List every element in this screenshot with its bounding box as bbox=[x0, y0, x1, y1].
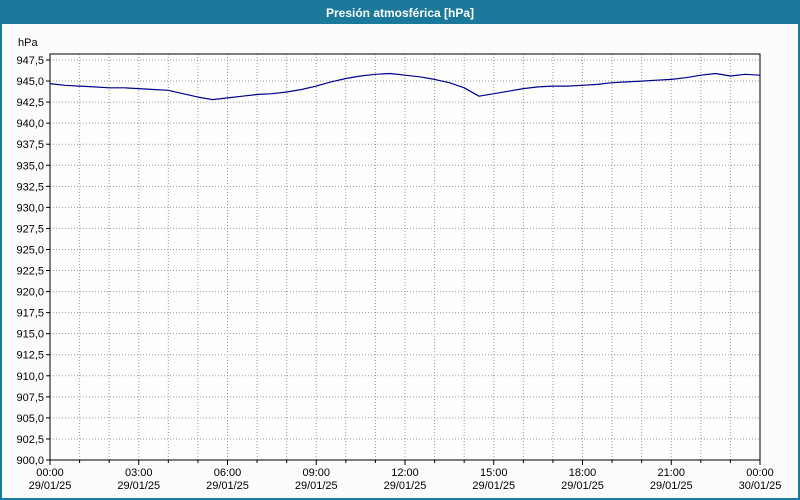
svg-text:932,5: 932,5 bbox=[16, 181, 44, 193]
svg-text:00:00: 00:00 bbox=[36, 467, 64, 479]
svg-text:935,0: 935,0 bbox=[16, 160, 44, 172]
svg-text:922,5: 922,5 bbox=[16, 266, 44, 278]
svg-text:06:00: 06:00 bbox=[214, 467, 242, 479]
svg-text:00:00: 00:00 bbox=[746, 467, 774, 479]
svg-text:29/01/25: 29/01/25 bbox=[29, 480, 72, 492]
svg-text:945,0: 945,0 bbox=[16, 76, 44, 88]
svg-text:937,5: 937,5 bbox=[16, 139, 44, 151]
svg-text:29/01/25: 29/01/25 bbox=[295, 480, 338, 492]
svg-text:03:00: 03:00 bbox=[125, 467, 153, 479]
svg-text:21:00: 21:00 bbox=[657, 467, 685, 479]
svg-text:29/01/25: 29/01/25 bbox=[650, 480, 693, 492]
svg-text:29/01/25: 29/01/25 bbox=[384, 480, 427, 492]
y-axis-unit-label: hPa bbox=[18, 37, 38, 49]
svg-text:917,5: 917,5 bbox=[16, 308, 44, 320]
svg-text:947,5: 947,5 bbox=[16, 55, 44, 67]
svg-text:09:00: 09:00 bbox=[302, 467, 330, 479]
svg-text:912,5: 912,5 bbox=[16, 350, 44, 362]
svg-text:902,5: 902,5 bbox=[16, 434, 44, 446]
svg-text:930,0: 930,0 bbox=[16, 202, 44, 214]
svg-text:927,5: 927,5 bbox=[16, 223, 44, 235]
svg-text:905,0: 905,0 bbox=[16, 413, 44, 425]
chart-title-bar: Presión atmosférica [hPa] bbox=[2, 2, 798, 24]
svg-text:30/01/25: 30/01/25 bbox=[739, 480, 782, 492]
chart-title: Presión atmosférica [hPa] bbox=[325, 6, 475, 20]
svg-text:12:00: 12:00 bbox=[391, 467, 419, 479]
svg-text:900,0: 900,0 bbox=[16, 455, 44, 467]
svg-text:915,0: 915,0 bbox=[16, 329, 44, 341]
svg-text:29/01/25: 29/01/25 bbox=[117, 480, 160, 492]
svg-text:18:00: 18:00 bbox=[569, 467, 597, 479]
svg-text:29/01/25: 29/01/25 bbox=[206, 480, 249, 492]
svg-text:29/01/25: 29/01/25 bbox=[561, 480, 604, 492]
svg-text:925,0: 925,0 bbox=[16, 244, 44, 256]
svg-text:940,0: 940,0 bbox=[16, 118, 44, 130]
svg-text:29/01/25: 29/01/25 bbox=[472, 480, 515, 492]
svg-text:907,5: 907,5 bbox=[16, 392, 44, 404]
svg-text:15:00: 15:00 bbox=[480, 467, 508, 479]
svg-text:910,0: 910,0 bbox=[16, 371, 44, 383]
svg-text:942,5: 942,5 bbox=[16, 97, 44, 109]
pressure-line-chart: hPa 947,5 945,0 942,5 940,0 937,5 935,0 932,5 9… bbox=[16, 37, 782, 492]
svg-text:920,0: 920,0 bbox=[16, 287, 44, 299]
